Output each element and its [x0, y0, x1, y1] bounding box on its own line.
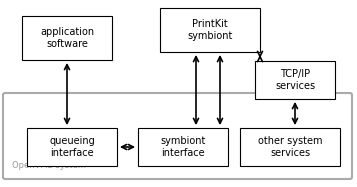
- Text: queueing
interface: queueing interface: [49, 136, 95, 158]
- Text: OpenVMS system: OpenVMS system: [12, 161, 86, 170]
- Text: symbiont
interface: symbiont interface: [160, 136, 206, 158]
- Bar: [240, 128, 340, 166]
- Bar: [255, 61, 335, 99]
- Text: TCP/IP
services: TCP/IP services: [275, 69, 315, 91]
- Bar: [160, 8, 260, 52]
- Bar: [27, 128, 117, 166]
- FancyBboxPatch shape: [3, 93, 352, 179]
- Bar: [138, 128, 228, 166]
- Text: application
software: application software: [40, 27, 94, 49]
- Bar: [22, 16, 112, 60]
- Text: PrintKit
symbiont: PrintKit symbiont: [187, 19, 233, 41]
- Text: other system
services: other system services: [258, 136, 322, 158]
